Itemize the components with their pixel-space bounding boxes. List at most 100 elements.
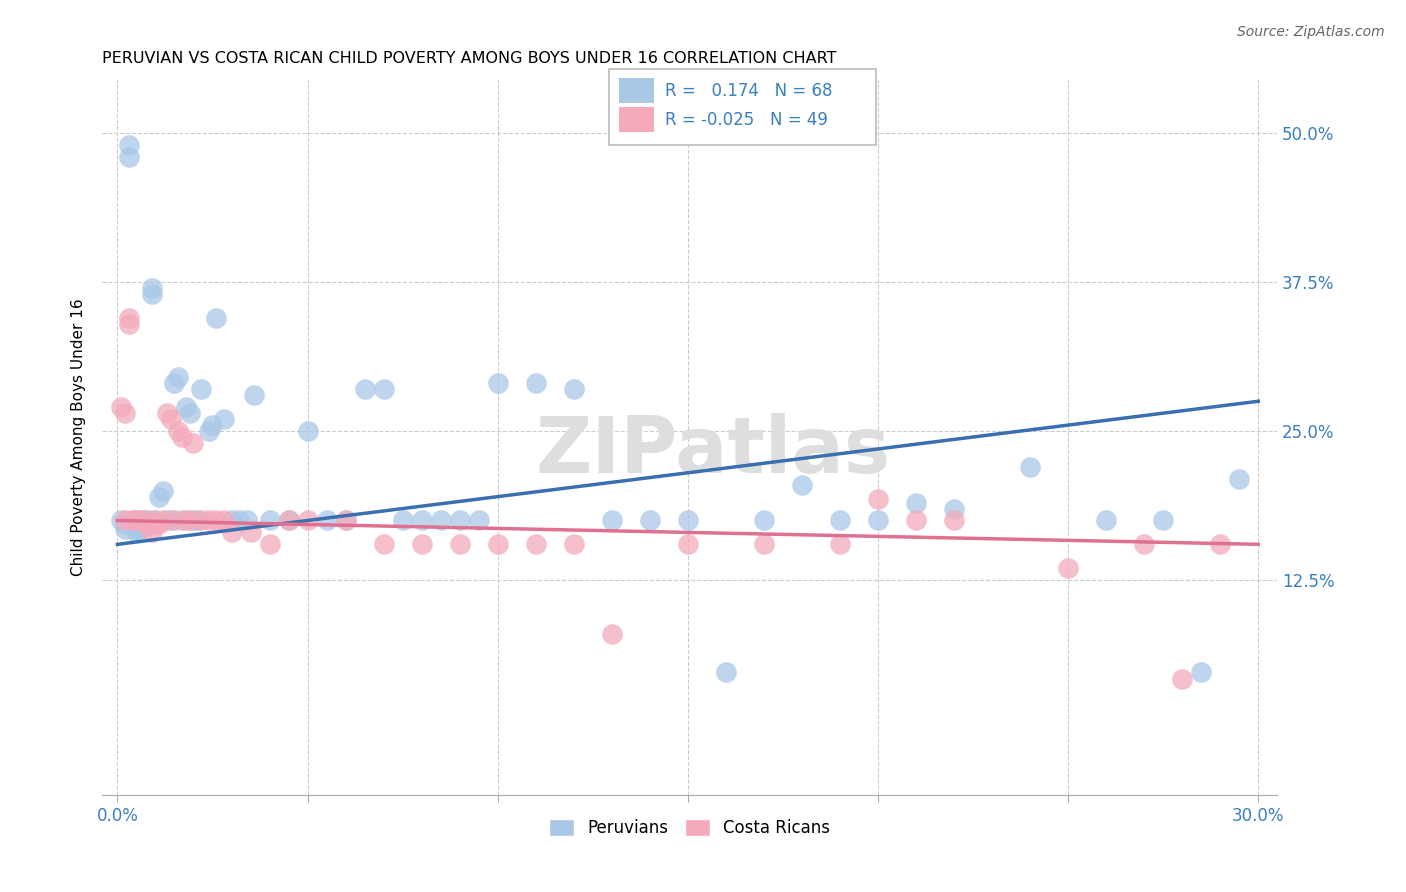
Point	[121, 514, 143, 528]
Point	[600, 626, 623, 640]
Point	[1189, 665, 1212, 679]
Point	[212, 412, 235, 426]
Point	[943, 501, 966, 516]
Point	[943, 514, 966, 528]
Point	[205, 514, 228, 528]
Point	[212, 514, 235, 528]
Point	[562, 382, 585, 396]
Point	[121, 519, 143, 533]
Point	[1019, 459, 1042, 474]
Point	[235, 514, 257, 528]
Point	[373, 382, 395, 396]
Point	[1152, 514, 1174, 528]
Point	[190, 382, 212, 396]
Point	[752, 514, 775, 528]
Point	[136, 519, 159, 533]
Point	[156, 406, 179, 420]
Point	[277, 514, 299, 528]
Point	[183, 514, 205, 528]
Point	[148, 517, 170, 532]
Point	[201, 418, 224, 433]
Point	[141, 525, 163, 540]
Point	[129, 522, 152, 536]
Point	[170, 514, 193, 528]
Point	[179, 514, 201, 528]
Point	[118, 317, 141, 331]
Point	[335, 514, 357, 528]
Point	[145, 514, 167, 528]
Point	[129, 517, 152, 532]
Point	[828, 537, 851, 551]
Point	[121, 514, 143, 528]
Point	[638, 514, 661, 528]
Point	[449, 537, 471, 551]
Point	[714, 665, 737, 679]
Point	[221, 525, 243, 540]
Point	[179, 406, 201, 420]
Point	[315, 514, 337, 528]
Point	[486, 376, 509, 391]
Point	[174, 514, 197, 528]
Point	[259, 514, 281, 528]
Point	[411, 537, 433, 551]
Point	[429, 514, 451, 528]
Point	[1095, 514, 1118, 528]
Point	[243, 388, 266, 402]
Point	[163, 376, 186, 391]
Point	[156, 514, 179, 528]
Text: ZIPatlas: ZIPatlas	[536, 413, 891, 490]
Point	[259, 537, 281, 551]
Point	[110, 401, 132, 415]
Point	[125, 525, 148, 540]
Text: Source: ZipAtlas.com: Source: ZipAtlas.com	[1237, 25, 1385, 39]
Point	[167, 424, 190, 438]
Point	[148, 490, 170, 504]
Point	[335, 514, 357, 528]
Point	[152, 514, 174, 528]
Point	[125, 514, 148, 528]
Point	[114, 514, 136, 528]
Point	[125, 522, 148, 536]
Y-axis label: Child Poverty Among Boys Under 16: Child Poverty Among Boys Under 16	[72, 298, 86, 576]
Point	[391, 514, 413, 528]
Point	[183, 436, 205, 450]
Point	[141, 287, 163, 301]
Point	[600, 514, 623, 528]
Point	[170, 430, 193, 444]
Point	[297, 424, 319, 438]
Point	[197, 424, 219, 438]
Point	[228, 514, 250, 528]
Text: PERUVIAN VS COSTA RICAN CHILD POVERTY AMONG BOYS UNDER 16 CORRELATION CHART: PERUVIAN VS COSTA RICAN CHILD POVERTY AM…	[103, 51, 837, 66]
Point	[1057, 561, 1080, 575]
Point	[145, 517, 167, 532]
Point	[676, 514, 699, 528]
Point	[353, 382, 375, 396]
Point	[186, 514, 208, 528]
Point	[790, 477, 813, 491]
Point	[828, 514, 851, 528]
Point	[163, 514, 186, 528]
Point	[486, 537, 509, 551]
Point	[190, 514, 212, 528]
Point	[449, 514, 471, 528]
Point	[167, 370, 190, 384]
Point	[197, 514, 219, 528]
Point	[1209, 537, 1232, 551]
Text: R =   0.174   N = 68: R = 0.174 N = 68	[665, 82, 832, 100]
Point	[132, 514, 155, 528]
Point	[524, 537, 547, 551]
Point	[132, 517, 155, 532]
Point	[411, 514, 433, 528]
Point	[110, 514, 132, 528]
Point	[752, 537, 775, 551]
Point	[1227, 472, 1250, 486]
Point	[118, 137, 141, 152]
Point	[132, 514, 155, 528]
Point	[676, 537, 699, 551]
Point	[239, 525, 262, 540]
Point	[129, 514, 152, 528]
Point	[467, 514, 489, 528]
Point	[145, 514, 167, 528]
Point	[114, 522, 136, 536]
Point	[118, 310, 141, 325]
